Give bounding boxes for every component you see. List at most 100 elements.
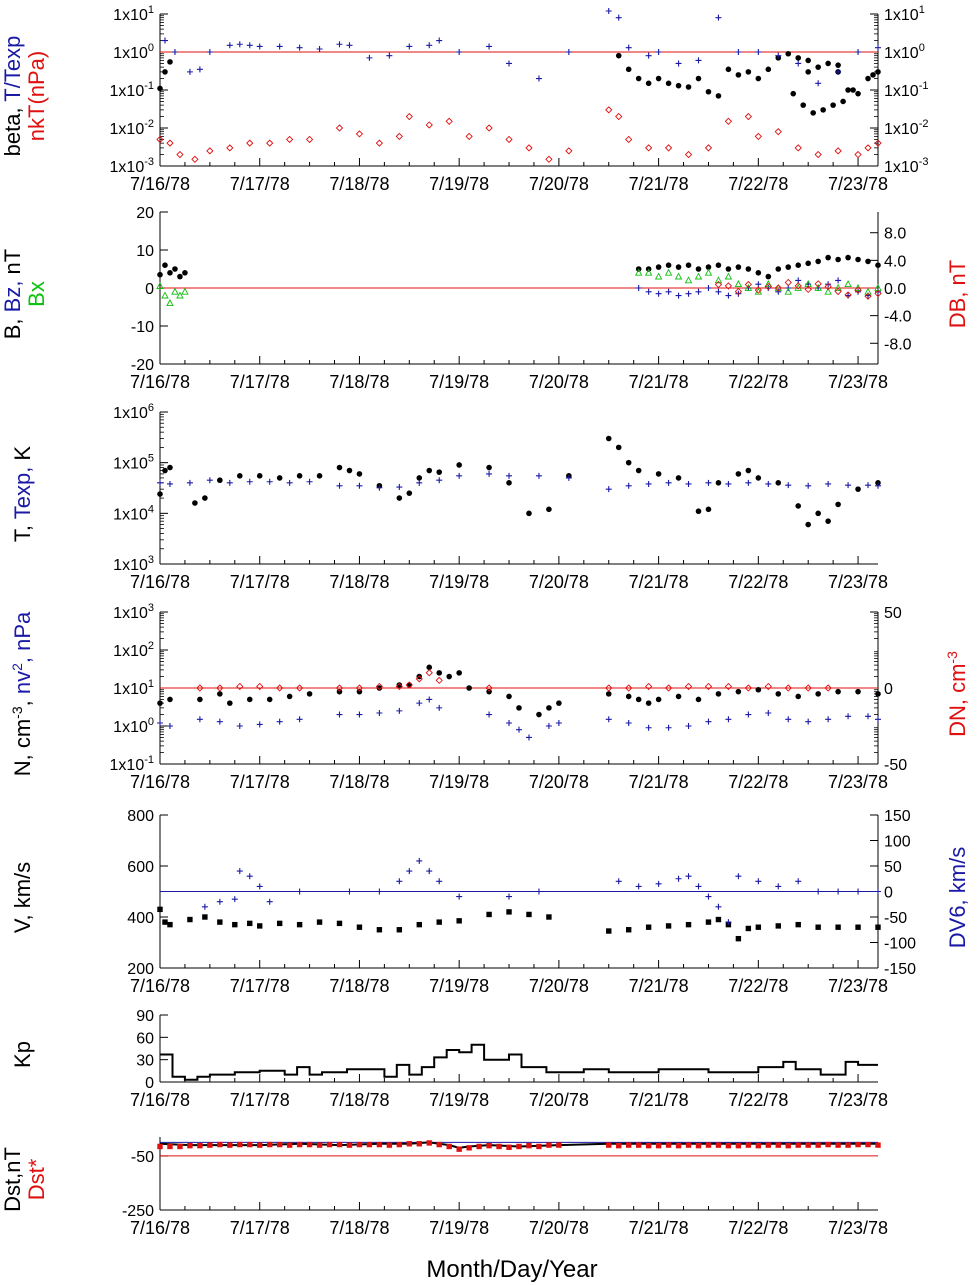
- data-point: [615, 444, 622, 451]
- y-tick-label: -250: [122, 1203, 154, 1220]
- x-tick-label: 7/16/78: [130, 1218, 190, 1238]
- series-b: [157, 254, 881, 280]
- data-point: [735, 935, 742, 942]
- series-dst-: [157, 1140, 881, 1152]
- data-point: [865, 482, 872, 489]
- data-point: [865, 713, 872, 720]
- data-point: [386, 1142, 393, 1148]
- data-point: [615, 52, 622, 59]
- data-point: [810, 110, 816, 116]
- data-point: [466, 1145, 472, 1151]
- data-point: [257, 923, 263, 929]
- data-point: [645, 682, 653, 691]
- data-point: [336, 464, 343, 471]
- data-point: [216, 718, 223, 725]
- data-point: [416, 1141, 422, 1147]
- data-point: [256, 43, 263, 50]
- data-point: [217, 477, 223, 484]
- data-point: [745, 69, 752, 75]
- data-point: [396, 927, 403, 933]
- data-point: [162, 467, 168, 474]
- data-point: [446, 1143, 452, 1150]
- x-tick-label: 7/19/78: [429, 1218, 489, 1238]
- data-point: [835, 277, 842, 284]
- data-point: [217, 1141, 223, 1148]
- data-point: [715, 480, 722, 486]
- data-point: [456, 1146, 462, 1152]
- data-point: [814, 283, 822, 291]
- data-point: [744, 283, 753, 291]
- data-point: [166, 480, 173, 487]
- data-point: [545, 723, 552, 729]
- data-point: [824, 684, 832, 692]
- data-point: [546, 914, 552, 920]
- data-point: [725, 1142, 732, 1149]
- data-point: [755, 1142, 762, 1149]
- data-point: [805, 482, 812, 489]
- data-point: [506, 693, 512, 700]
- x-tick-label: 7/18/78: [329, 1218, 389, 1238]
- data-point: [625, 1142, 632, 1148]
- data-point: [445, 117, 453, 125]
- x-tick-label: 7/20/78: [529, 772, 589, 792]
- data-point: [795, 503, 802, 509]
- data-point: [774, 284, 782, 292]
- data-point: [306, 478, 313, 485]
- series-bx: [156, 268, 882, 307]
- data-point: [355, 130, 364, 138]
- data-point: [405, 112, 413, 121]
- data-point: [162, 919, 168, 925]
- data-point: [162, 262, 168, 269]
- data-point: [825, 480, 832, 487]
- data-point: [685, 262, 692, 269]
- data-point: [764, 282, 772, 291]
- x-tick-label: 7/23/78: [828, 1090, 888, 1110]
- data-point: [266, 139, 274, 147]
- x-tick-label: 7/21/78: [629, 772, 689, 792]
- data-point: [246, 696, 253, 703]
- data-point: [795, 60, 802, 67]
- data-point: [754, 286, 762, 294]
- data-point: [506, 60, 513, 67]
- data-point: [875, 262, 881, 269]
- data-point: [685, 1142, 692, 1148]
- data-point: [171, 49, 178, 55]
- data-point: [177, 1143, 183, 1150]
- data-point: [167, 696, 173, 703]
- panel-kp: 0 30 60 90 7/16/78 7/17/78 7/18/78 7/19/78 7/20/…: [10, 1008, 888, 1110]
- x-tick-label: 7/19/78: [429, 772, 489, 792]
- x-tick-label: 7/17/78: [230, 1218, 290, 1238]
- data-point: [694, 272, 703, 280]
- data-point: [246, 873, 253, 880]
- data-point: [236, 723, 243, 729]
- data-point: [485, 684, 493, 692]
- y-tick-right-label: 1x101: [884, 4, 925, 24]
- data-point: [875, 924, 881, 930]
- data-point: [845, 482, 852, 489]
- data-point: [635, 696, 642, 703]
- data-point: [645, 924, 652, 930]
- data-point: [246, 478, 253, 485]
- y-tick-right-label: 1x10-2: [884, 118, 928, 138]
- x-tick-label: 7/20/78: [529, 572, 589, 592]
- data-point: [665, 923, 672, 929]
- data-point: [157, 719, 163, 726]
- data-point: [655, 49, 662, 55]
- data-point: [172, 266, 178, 272]
- data-point: [426, 1140, 432, 1146]
- data-point: [665, 262, 672, 269]
- x-tick-label: 7/16/78: [130, 174, 190, 194]
- y-tick-label: 1x100: [113, 42, 154, 62]
- x-tick-label: 7/18/78: [329, 976, 389, 996]
- data-point: [426, 467, 433, 474]
- data-point: [765, 1142, 772, 1148]
- y-tick-label: 1x103: [113, 602, 154, 622]
- series-db: [714, 278, 882, 300]
- data-point: [755, 878, 762, 885]
- data-point: [227, 700, 233, 706]
- series-nkt: [156, 106, 882, 163]
- data-point: [625, 927, 632, 933]
- y-tick-right-label: -100: [884, 936, 916, 953]
- y-tick-label: 1x10-1: [110, 80, 154, 100]
- data-point: [665, 724, 672, 731]
